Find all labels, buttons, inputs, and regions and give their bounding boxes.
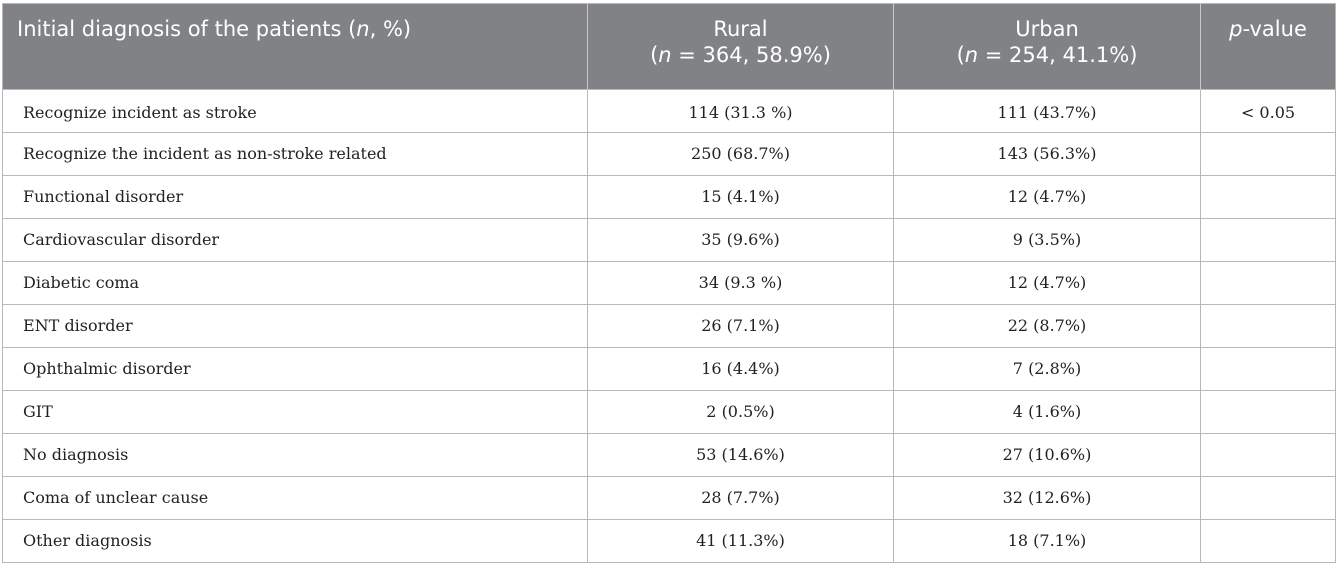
- table-row: Diabetic coma 34 (9.3 %) 12 (4.7%): [2, 261, 1336, 305]
- row-urban: 12 (4.7%): [893, 261, 1201, 305]
- row-p-value: [1200, 132, 1336, 176]
- table-row: Other diagnosis 41 (11.3%) 18 (7.1%): [2, 519, 1336, 563]
- table-body: Recognize incident as stroke 114 (31.3 %…: [2, 89, 1336, 563]
- header-diagnosis: Initial diagnosis of the patients (n, %): [2, 3, 588, 90]
- header-urban: Urban (n = 254, 41.1%): [893, 3, 1201, 90]
- row-label: No diagnosis: [2, 433, 588, 477]
- row-p-value: [1200, 347, 1336, 391]
- row-urban: 4 (1.6%): [893, 390, 1201, 434]
- row-label: Functional disorder: [2, 175, 588, 219]
- row-rural: 34 (9.3 %): [587, 261, 894, 305]
- row-label: Recognize incident as stroke: [2, 89, 588, 133]
- row-label: Ophthalmic disorder: [2, 347, 588, 391]
- row-label: Cardiovascular disorder: [2, 218, 588, 262]
- table-row: No diagnosis 53 (14.6%) 27 (10.6%): [2, 433, 1336, 477]
- row-p-value: [1200, 476, 1336, 520]
- table-row: GIT 2 (0.5%) 4 (1.6%): [2, 390, 1336, 434]
- row-label: Diabetic coma: [2, 261, 588, 305]
- table-row: Ophthalmic disorder 16 (4.4%) 7 (2.8%): [2, 347, 1336, 391]
- row-urban: 27 (10.6%): [893, 433, 1201, 477]
- header-row: Initial diagnosis of the patients (n, %)…: [2, 3, 1336, 90]
- header-rural-open: (: [650, 43, 659, 67]
- row-label: Other diagnosis: [2, 519, 588, 563]
- row-rural: 35 (9.6%): [587, 218, 894, 262]
- table-row: Recognize the incident as non-stroke rel…: [2, 132, 1336, 176]
- row-p-value: [1200, 519, 1336, 563]
- header-rural: Rural (n = 364, 58.9%): [587, 3, 894, 90]
- header-rural-n: n: [658, 43, 672, 67]
- header-rural-title: Rural: [713, 17, 768, 41]
- row-urban: 111 (43.7%): [893, 89, 1201, 133]
- table-row: Recognize incident as stroke 114 (31.3 %…: [2, 89, 1336, 133]
- table-row: Coma of unclear cause 28 (7.7%) 32 (12.6…: [2, 476, 1336, 520]
- header-urban-title: Urban: [1015, 17, 1079, 41]
- row-p-value: < 0.05: [1200, 89, 1336, 133]
- table-row: Cardiovascular disorder 35 (9.6%) 9 (3.5…: [2, 218, 1336, 262]
- row-rural: 41 (11.3%): [587, 519, 894, 563]
- row-p-value: [1200, 304, 1336, 348]
- row-label: Coma of unclear cause: [2, 476, 588, 520]
- row-label: Recognize the incident as non-stroke rel…: [2, 132, 588, 176]
- row-label: GIT: [2, 390, 588, 434]
- header-urban-open: (: [956, 43, 965, 67]
- row-label: ENT disorder: [2, 304, 588, 348]
- row-rural: 28 (7.7%): [587, 476, 894, 520]
- header-urban-count: = 254, 41.1%): [978, 43, 1138, 67]
- row-urban: 12 (4.7%): [893, 175, 1201, 219]
- header-diagnosis-suffix: , %): [369, 17, 412, 41]
- row-rural: 26 (7.1%): [587, 304, 894, 348]
- row-urban: 7 (2.8%): [893, 347, 1201, 391]
- row-rural: 15 (4.1%): [587, 175, 894, 219]
- row-urban: 143 (56.3%): [893, 132, 1201, 176]
- table-header: Initial diagnosis of the patients (n, %)…: [2, 3, 1336, 90]
- row-p-value: [1200, 261, 1336, 305]
- row-rural: 2 (0.5%): [587, 390, 894, 434]
- header-urban-n: n: [964, 43, 979, 67]
- row-p-value: [1200, 390, 1336, 434]
- header-diagnosis-n: n: [356, 17, 370, 41]
- row-p-value: [1200, 433, 1336, 477]
- table-row: ENT disorder 26 (7.1%) 22 (8.7%): [2, 304, 1336, 348]
- row-urban: 22 (8.7%): [893, 304, 1201, 348]
- table-row: Functional disorder 15 (4.1%) 12 (4.7%): [2, 175, 1336, 219]
- header-diagnosis-prefix: Initial diagnosis of the patients (: [17, 17, 357, 41]
- row-urban: 32 (12.6%): [893, 476, 1201, 520]
- header-p-italic: p: [1229, 17, 1243, 41]
- row-rural: 114 (31.3 %): [587, 89, 894, 133]
- row-rural: 53 (14.6%): [587, 433, 894, 477]
- header-rural-count: = 364, 58.9%): [671, 43, 831, 67]
- row-urban: 18 (7.1%): [893, 519, 1201, 563]
- header-p-suffix: -value: [1242, 17, 1307, 41]
- row-p-value: [1200, 175, 1336, 219]
- row-p-value: [1200, 218, 1336, 262]
- diagnosis-table: Initial diagnosis of the patients (n, %)…: [2, 3, 1336, 563]
- row-rural: 250 (68.7%): [587, 132, 894, 176]
- row-rural: 16 (4.4%): [587, 347, 894, 391]
- row-urban: 9 (3.5%): [893, 218, 1201, 262]
- header-p-value: p-value: [1200, 3, 1336, 90]
